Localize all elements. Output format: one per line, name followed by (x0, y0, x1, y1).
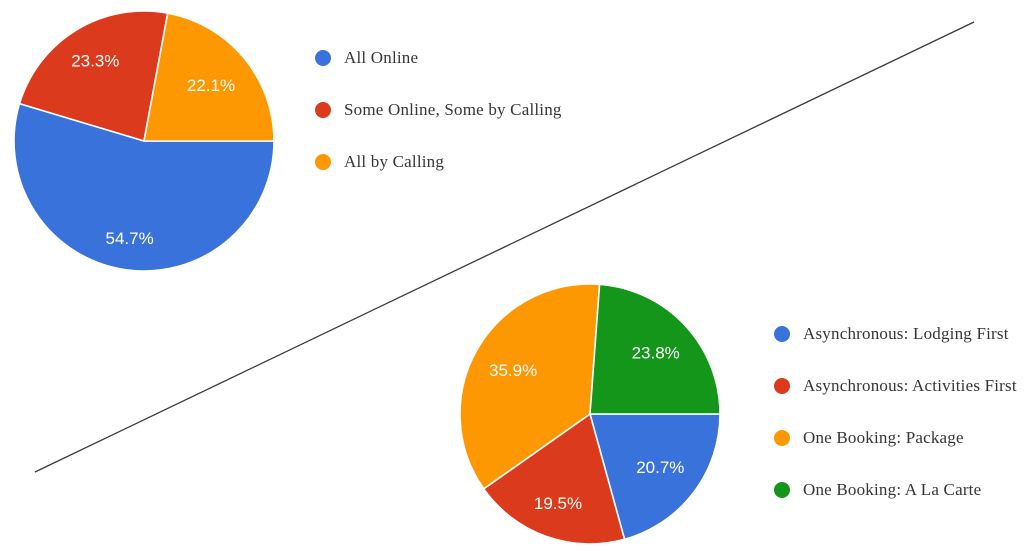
legend-label: Asynchronous: Activities First (803, 376, 1017, 395)
pie-booking-order: 20.7% 19.5% 35.9% 23.8% (459, 283, 721, 545)
legend-item-one-booking-package: One Booking: Package (774, 426, 1017, 450)
legend-label: Some Online, Some by Calling (344, 100, 562, 119)
legend-item-asynchronous-lodging-first: Asynchronous: Lodging First (774, 322, 1017, 346)
legend-swatch-icon (315, 50, 331, 66)
legend-swatch-icon (774, 326, 790, 342)
legend-label: One Booking: Package (803, 428, 964, 447)
legend-item-asynchronous-activities-first: Asynchronous: Activities First (774, 374, 1017, 398)
slice-percent-label-one-booking-package: 35.9% (489, 361, 537, 380)
legend-swatch-icon (774, 482, 790, 498)
legend-label: Asynchronous: Lodging First (803, 324, 1009, 343)
legend-item-all-online: All Online (315, 46, 562, 70)
slice-percent-label-asynchronous-activities-first: 19.5% (534, 494, 582, 513)
pie-booking-method: 54.7% 23.3% 22.1% (13, 10, 275, 272)
slice-percent-label-all-online: 54.7% (105, 229, 153, 248)
pie-slice-one-booking-package (459, 283, 601, 490)
pie-slice-one-booking-a-la-carte (589, 283, 721, 415)
slice-percent-label-one-booking-a-la-carte: 23.8% (632, 344, 680, 363)
pie-slice-all-online (13, 102, 275, 272)
legend-label: One Booking: A La Carte (803, 480, 982, 499)
pie-slice-asynchronous-lodging-first (589, 413, 721, 541)
legend-swatch-icon (315, 102, 331, 118)
legend-item-one-booking-a-la-carte: One Booking: A La Carte (774, 478, 1017, 502)
pie-slice-asynchronous-activities-first (482, 413, 626, 545)
legend-swatch-icon (774, 430, 790, 446)
legend-booking-method: All Online Some Online, Some by Calling Al… (315, 46, 562, 202)
legend-item-some-online-some-by-calling: Some Online, Some by Calling (315, 98, 562, 122)
slice-percent-label-some-online-some-by-calling: 23.3% (71, 52, 119, 71)
legend-label: All by Calling (344, 152, 445, 171)
legend-item-all-by-calling: All by Calling (315, 150, 562, 174)
legend-booking-order: Asynchronous: Lodging First Asynchronous:… (774, 322, 1017, 530)
slice-percent-label-asynchronous-lodging-first: 20.7% (636, 458, 684, 477)
legend-swatch-icon (315, 154, 331, 170)
slice-percent-label-all-by-calling: 22.1% (187, 76, 235, 95)
legend-label: All Online (344, 48, 419, 67)
pie-slice-all-by-calling (143, 12, 275, 142)
legend-swatch-icon (774, 378, 790, 394)
pie-slice-some-online-some-by-calling (18, 10, 169, 142)
